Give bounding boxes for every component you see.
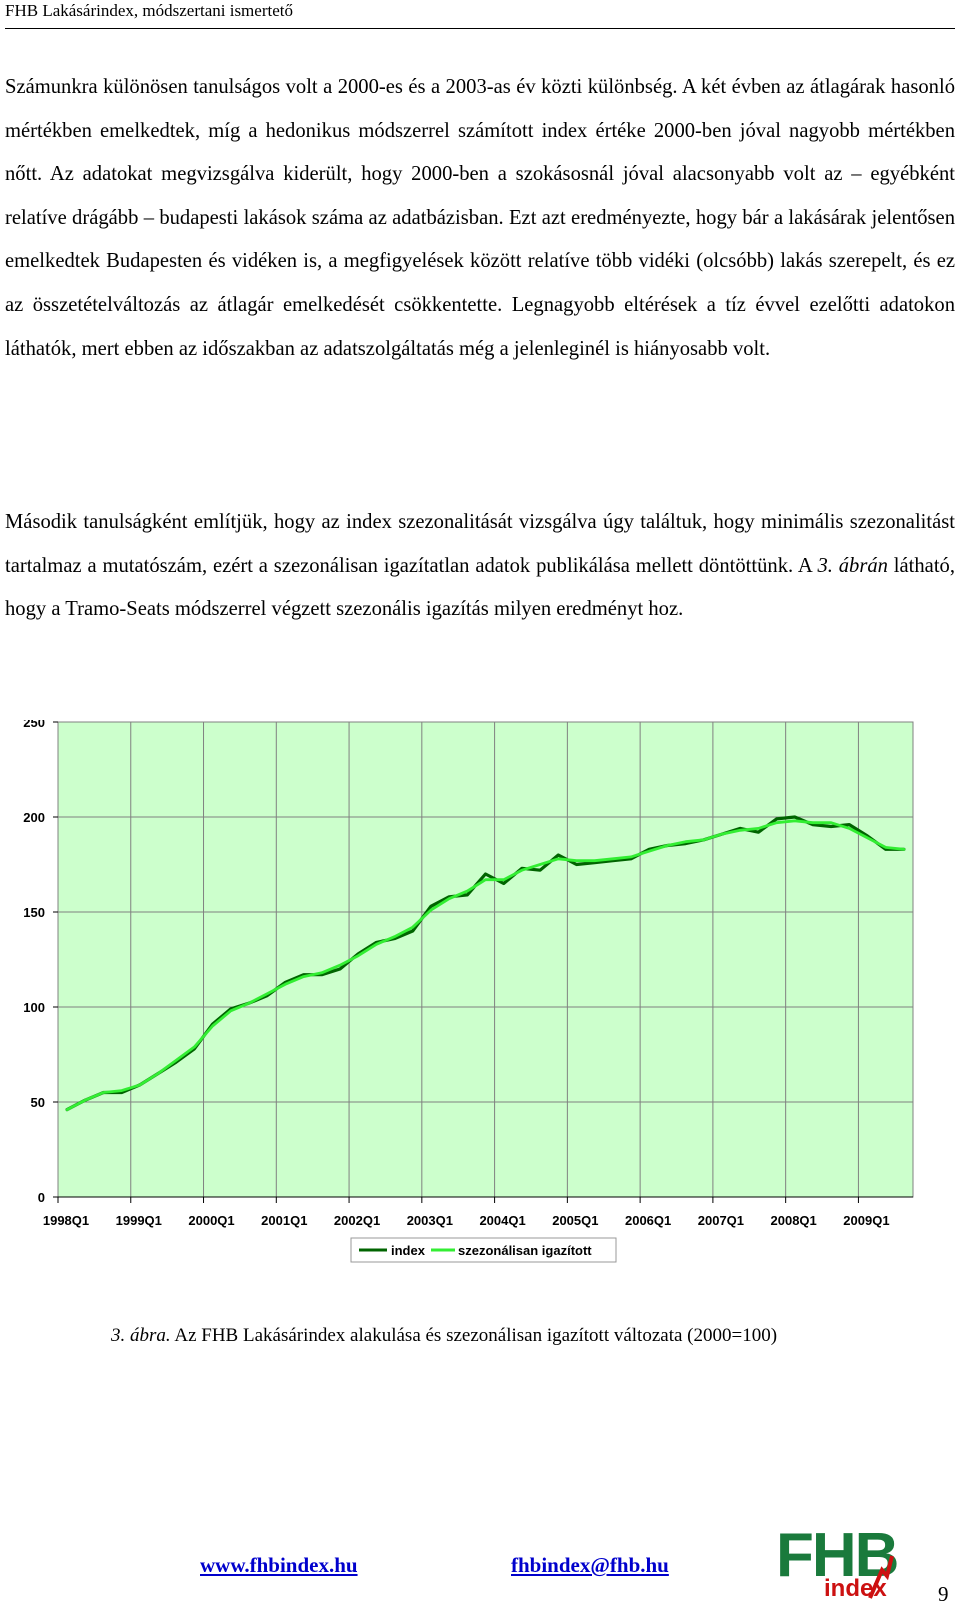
x-tick-label: 1999Q1 (116, 1213, 162, 1228)
adjusted-series-line (65, 819, 906, 1112)
x-tick-label: 2003Q1 (407, 1213, 453, 1228)
legend-label: index (391, 1243, 426, 1258)
figure-label: 3. ábra. (111, 1325, 171, 1346)
price-index-chart: 0 50 100 150 200 250 1998Q1 1999Q1 2000Q1 2001Q1 2… (10, 720, 950, 1320)
y-tick-label: 200 (23, 810, 45, 825)
x-tick-label: 2001Q1 (261, 1213, 307, 1228)
y-tick-label: 100 (23, 1000, 45, 1015)
figure-caption: 3. ábra. Az FHB Lakásárindex alakulása é… (111, 1325, 777, 1347)
page-number: 9 (938, 1582, 949, 1606)
x-tick-label: 2004Q1 (479, 1213, 525, 1228)
paragraph-2: Második tanulságként említjük, hogy az i… (5, 501, 955, 632)
x-tick-label: 2000Q1 (188, 1213, 234, 1228)
legend-label: szezonálisan igazított (458, 1243, 592, 1258)
y-tick-label: 0 (38, 1190, 45, 1205)
fhb-index-logo: FHB index (776, 1521, 899, 1600)
legend-box (350, 1237, 617, 1263)
figure-reference: 3. ábrán (817, 554, 888, 577)
chart-svg: 0 50 100 150 200 250 1998Q1 1999Q1 2000Q1 2001Q1 2… (23, 720, 914, 1263)
paragraph-2-text-b: látható, hogy a Tramo-Seats módszerrel v… (5, 554, 955, 621)
paragraph-1: Számunkra különösen tanulságos volt a 20… (5, 76, 955, 360)
website-link[interactable]: www.fhbindex.hu (200, 1553, 358, 1577)
figure-caption-text: Az FHB Lakásárindex alakulása és szezoná… (170, 1325, 778, 1346)
y-tick-label: 150 (23, 905, 45, 920)
email-link[interactable]: fhbindex@fhb.hu (511, 1553, 669, 1577)
x-tick-label: 2006Q1 (625, 1213, 671, 1228)
plot-area (57, 721, 914, 1198)
x-tick-label: 1998Q1 (43, 1213, 89, 1228)
y-tick-label: 50 (31, 1095, 45, 1110)
paragraph-2-text-a: Második tanulságként említjük, hogy az i… (5, 511, 955, 577)
logo-arrow-icon (868, 1555, 894, 1599)
header-divider (5, 28, 955, 29)
x-tick-label: 2007Q1 (698, 1213, 744, 1228)
x-tick-label: 2002Q1 (334, 1213, 380, 1228)
x-tick-label: 2008Q1 (771, 1213, 817, 1228)
x-tick-label: 2005Q1 (552, 1213, 598, 1228)
running-header: FHB Lakásárindex, módszertani ismertető (5, 1, 293, 20)
y-tick-label: 250 (23, 720, 45, 730)
x-tick-label: 2009Q1 (843, 1213, 889, 1228)
